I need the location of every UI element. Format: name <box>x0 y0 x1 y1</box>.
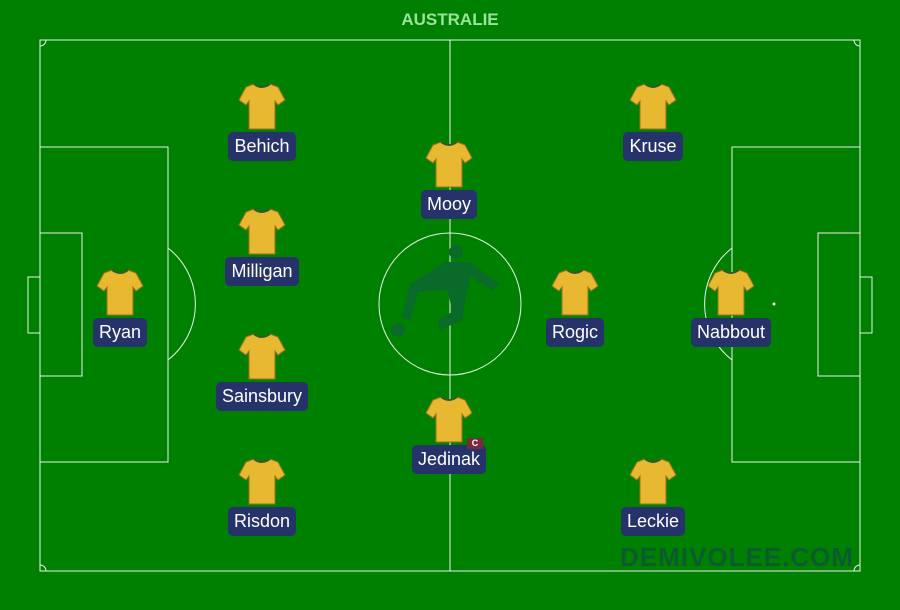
kicker-silhouette-icon <box>391 245 500 337</box>
player-behich[interactable]: Behich <box>202 82 322 161</box>
player-name: Nabbout <box>690 318 772 347</box>
shirt-icon <box>425 141 473 188</box>
shirt-icon <box>629 83 677 130</box>
player-name: Risdon <box>227 507 297 536</box>
player-jedinak[interactable]: Jedinak C <box>389 395 509 474</box>
shirt-icon <box>238 208 286 255</box>
captain-badge: C <box>467 438 483 449</box>
shirt-icon <box>238 333 286 380</box>
player-name: Sainsbury <box>215 382 309 411</box>
player-name: Ryan <box>92 318 148 347</box>
watermark: DEMIVOLEE.COM <box>620 542 855 572</box>
shirt-icon <box>238 458 286 505</box>
player-milligan[interactable]: Milligan <box>202 207 322 286</box>
player-nabbout[interactable]: Nabbout <box>671 268 791 347</box>
shirt-icon <box>629 458 677 505</box>
player-name: Jedinak <box>411 445 487 474</box>
player-kruse[interactable]: Kruse <box>593 82 713 161</box>
player-mooy[interactable]: Mooy <box>389 140 509 219</box>
shirt-icon <box>238 83 286 130</box>
player-name: Leckie <box>620 507 686 536</box>
shirt-icon <box>707 269 755 316</box>
player-name: Rogic <box>545 318 605 347</box>
player-leckie[interactable]: Leckie <box>593 457 713 536</box>
player-risdon[interactable]: Risdon <box>202 457 322 536</box>
player-name: Mooy <box>420 190 477 219</box>
player-name: Milligan <box>225 257 299 286</box>
shirt-icon <box>425 396 473 443</box>
player-sainsbury[interactable]: Sainsbury <box>202 332 322 411</box>
team-title: AUSTRALIE <box>401 10 499 29</box>
player-ryan[interactable]: Ryan <box>60 268 180 347</box>
player-name: Behich <box>228 132 296 161</box>
player-rogic[interactable]: Rogic <box>515 268 635 347</box>
shirt-icon <box>96 269 144 316</box>
player-name: Kruse <box>623 132 683 161</box>
shirt-icon <box>551 269 599 316</box>
